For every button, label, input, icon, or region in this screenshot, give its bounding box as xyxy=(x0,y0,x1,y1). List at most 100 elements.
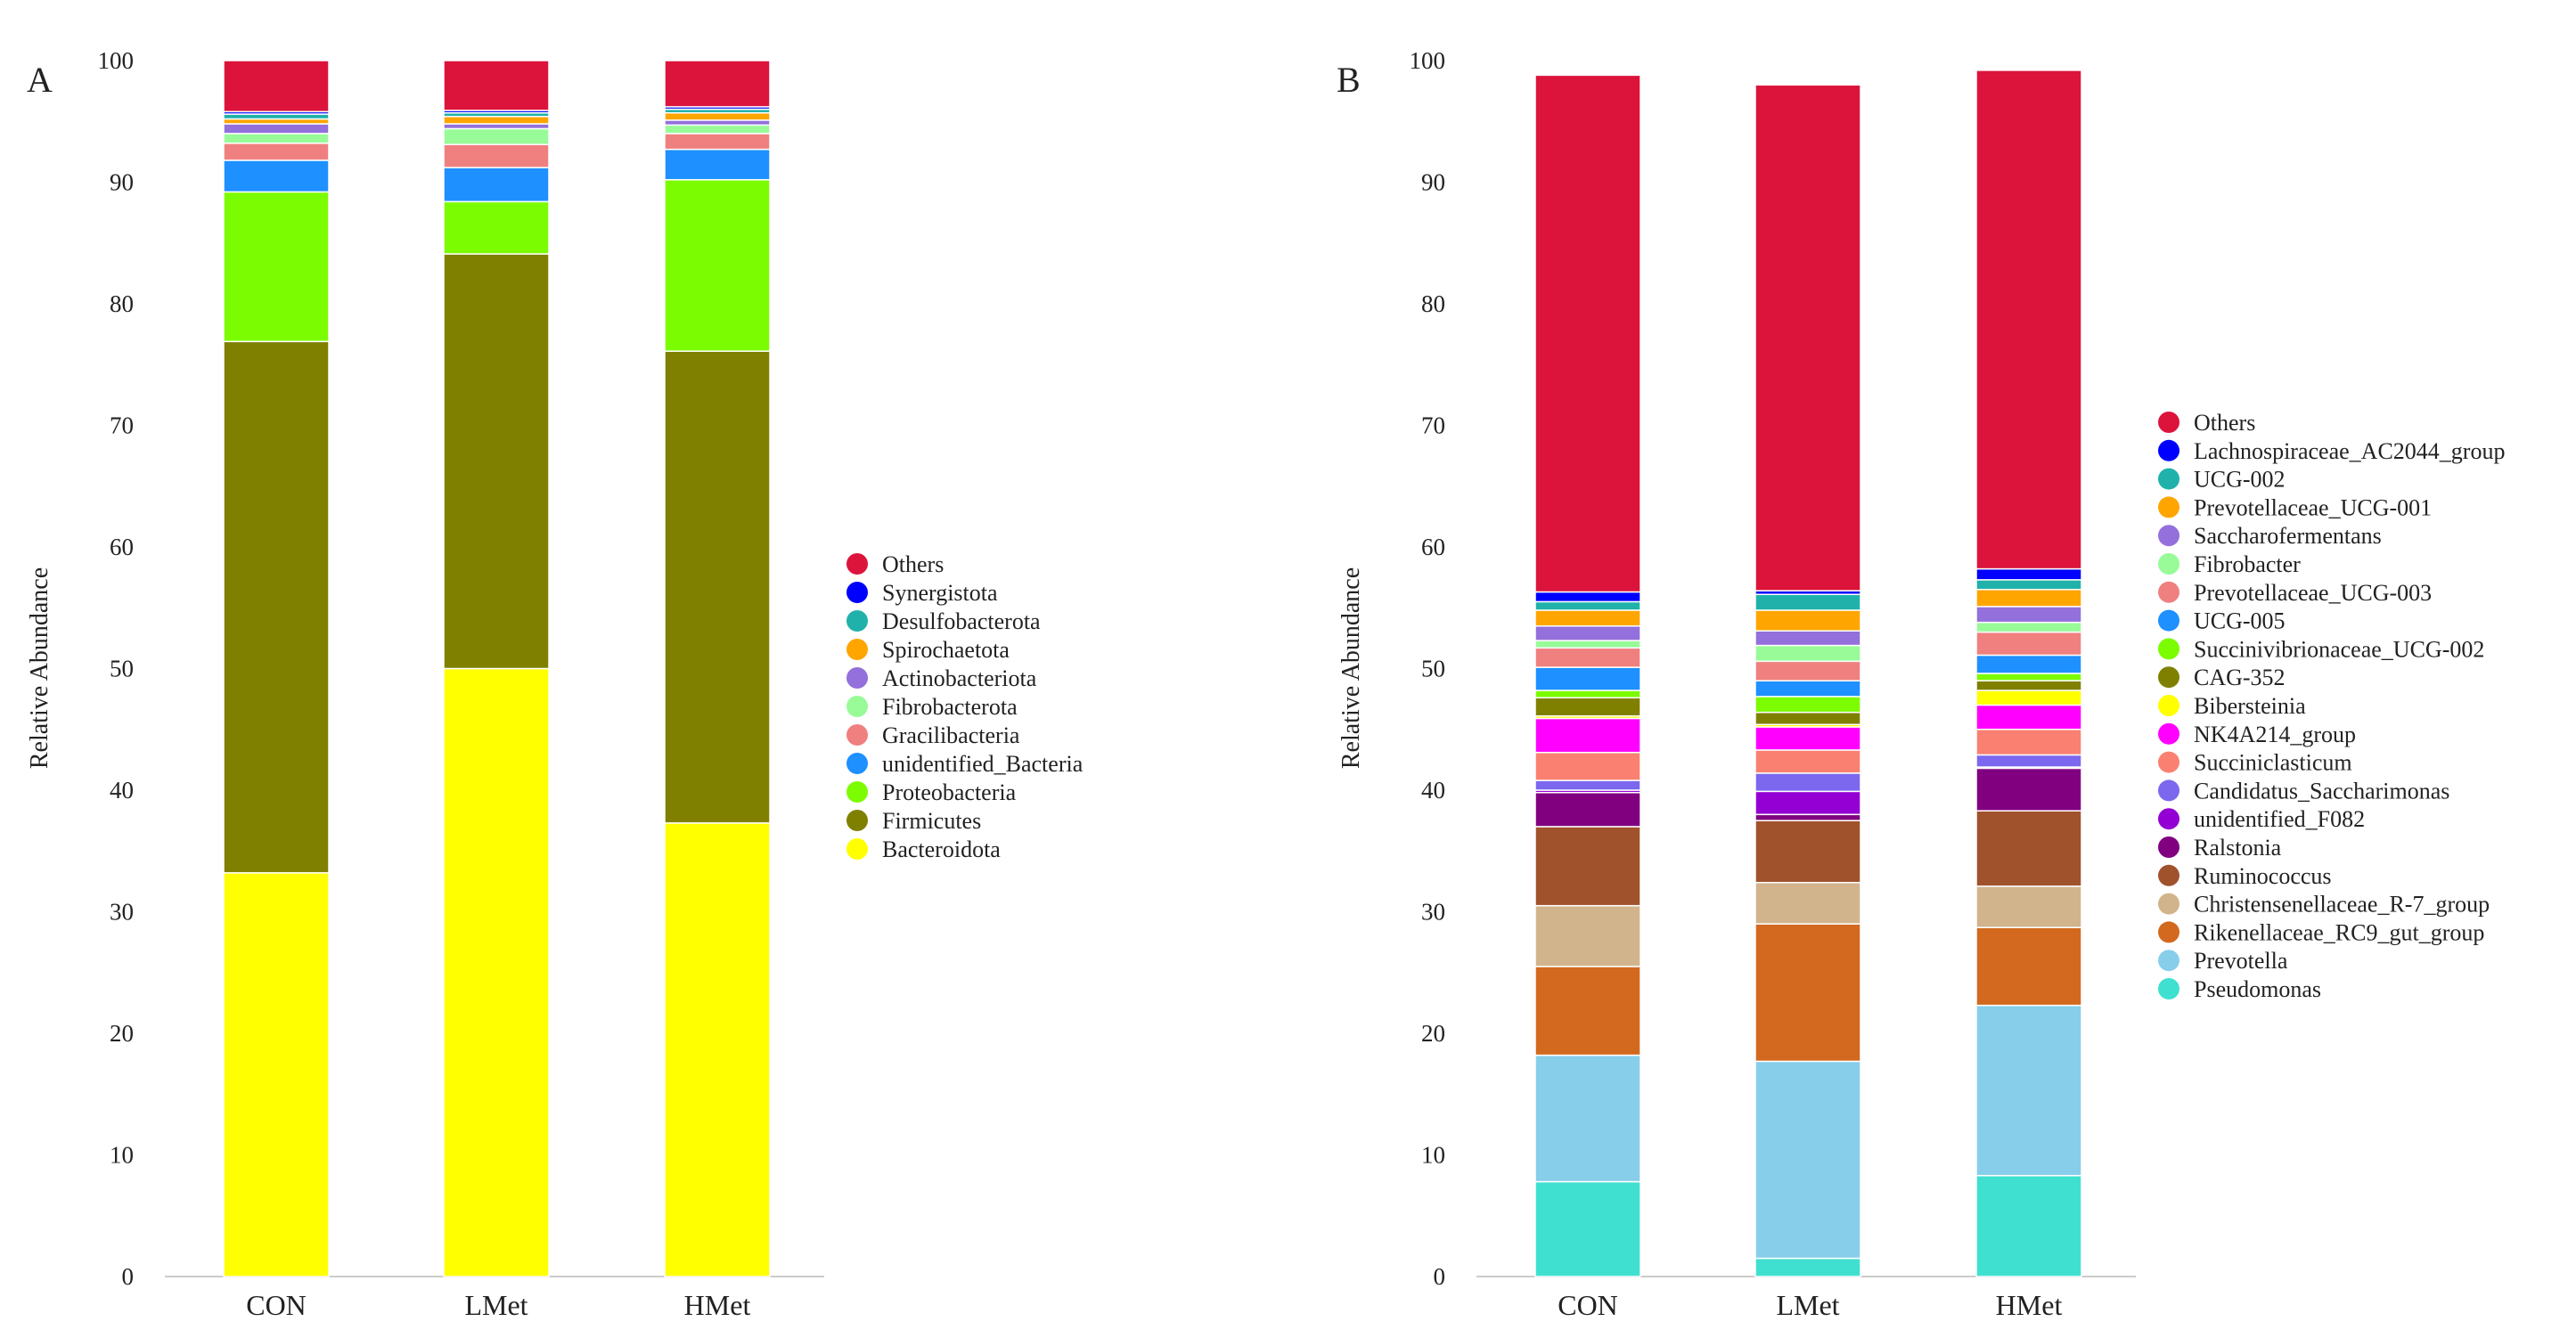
panel-b-legend-item-bibersteinia[interactable]: Bibersteinia xyxy=(2158,693,2306,719)
panel-a-legend-item-actinobacteriota[interactable]: Actinobacteriota xyxy=(846,665,1037,691)
panel-b-legend-item-succinivibrionaceae-ucg-002[interactable]: Succinivibrionaceae_UCG-002 xyxy=(2158,636,2484,662)
panel-b-legend-item-lachnospiraceae-ac2044-group[interactable]: Lachnospiraceae_AC2044_group xyxy=(2158,438,2505,464)
panel-a-bar-hmet-others xyxy=(664,60,771,108)
panel-b-legend-item-christensenellaceae-r-7-group[interactable]: Christensenellaceae_R-7_group xyxy=(2158,892,2490,918)
panel-b-y-tick-label: 20 xyxy=(1421,1020,1445,1047)
panel-b-legend-swatch xyxy=(2158,412,2179,433)
panel-b-y-tick-label: 60 xyxy=(1421,534,1445,560)
panel-a-bar-lmet-others xyxy=(443,60,550,111)
panel-a-legend-label: Others xyxy=(882,551,944,577)
panel-b-legend-item-ucg-005[interactable]: UCG-005 xyxy=(2158,608,2286,634)
panel-a-x-tick-label-lmet: LMet xyxy=(464,1289,527,1321)
panel-a-x-tick-label-hmet: HMet xyxy=(684,1289,751,1321)
panel-a-bar-hmet-unidentified-bacteria xyxy=(664,148,771,181)
panel-a-legend-swatch xyxy=(846,810,868,831)
panel-b-legend-item-ucg-002[interactable]: UCG-002 xyxy=(2158,467,2286,493)
panel-a-bar-hmet-firmicutes xyxy=(664,350,771,824)
panel-b-legend-swatch xyxy=(2158,921,2179,943)
panel-b-bar-lmet-ruminococcus xyxy=(1754,820,1861,884)
panel-b-legend-item-rikenellaceae-rc9-gut-group[interactable]: Rikenellaceae_RC9_gut_group xyxy=(2158,919,2484,945)
panel-b-bar-con-succinivibrionaceae-ucg-002 xyxy=(1534,689,1641,699)
panel-a-bar-con-unidentified-bacteria xyxy=(223,159,330,193)
panel-b-legend-item-candidatus-saccharimonas[interactable]: Candidatus_Saccharimonas xyxy=(2158,778,2449,804)
panel-b-legend-swatch xyxy=(2158,722,2179,745)
panel-b-legend-item-pseudomonas[interactable]: Pseudomonas xyxy=(2158,976,2321,1002)
panel-b-bar-lmet-cag-352 xyxy=(1754,711,1861,726)
panel-b-legend-item-others[interactable]: Others xyxy=(2158,410,2255,436)
panel-b-bar-con-rikenellaceae-rc9-gut-group xyxy=(1534,966,1641,1057)
panel-a-legend-item-synergistota[interactable]: Synergistota xyxy=(846,580,998,606)
panel-a-bar-hmet-actinobacteriota xyxy=(664,119,771,126)
panel-a-y-tick-label: 40 xyxy=(110,777,134,804)
panel-b-bar-hmet-saccharofermentans xyxy=(1975,606,2082,624)
panel-a-x-tick-labels: CON LMet HMet xyxy=(246,1289,750,1321)
panel-b-legend-label: Prevotella xyxy=(2194,948,2288,974)
panel-a-y-tick-label: 0 xyxy=(122,1263,135,1290)
panel-a-legend-item-firmicutes[interactable]: Firmicutes xyxy=(846,808,981,834)
panel-b-legend-label: UCG-005 xyxy=(2194,608,2286,634)
panel-a-bar-con-desulfobacterota xyxy=(223,113,330,120)
panel-b-bar-con-others xyxy=(1534,74,1641,593)
panel-b-legend-item-cag-352[interactable]: CAG-352 xyxy=(2158,665,2286,690)
panel-b-bar-con-nk4a214-group xyxy=(1534,717,1641,754)
panel-b-legend-swatch xyxy=(2158,695,2179,716)
panel-b-legend-item-prevotella[interactable]: Prevotella xyxy=(2158,948,2288,974)
panel-b-legend-item-succiniclasticum[interactable]: Succiniclasticum xyxy=(2158,750,2352,776)
panel-b-bar-lmet-candidatus-saccharimonas xyxy=(1754,772,1861,793)
panel-b-bar-con-candidatus-saccharimonas xyxy=(1534,779,1641,791)
panel-b-bar-lmet-succinivibrionaceae-ucg-002 xyxy=(1754,696,1861,714)
panel-b-legend-item-ralstonia[interactable]: Ralstonia xyxy=(2158,835,2282,861)
panel-b-legend-item-fibrobacter[interactable]: Fibrobacter xyxy=(2158,551,2301,577)
panel-b-x-tick-label-lmet: LMet xyxy=(1776,1289,1839,1321)
panel-b-bar-lmet-ucg-002 xyxy=(1754,593,1861,611)
panel-a-legend-swatch xyxy=(846,667,868,689)
panel-b-bar-hmet-succiniclasticum xyxy=(1975,729,2082,756)
panel-b-y-tick-label: 50 xyxy=(1421,656,1445,682)
panel-a-bar-hmet-fibrobacterota xyxy=(664,124,771,135)
panel-a-legend-label: Fibrobacterota xyxy=(882,694,1018,720)
panel-a-legend-label: Spirochaetota xyxy=(882,637,1010,663)
panel-b-legend-swatch xyxy=(2158,638,2179,660)
panel-a-legend-item-bacteroidota[interactable]: Bacteroidota xyxy=(846,836,1001,862)
panel-b-legend-label: Prevotellaceae_UCG-001 xyxy=(2194,494,2432,520)
panel-b-legend-label: Candidatus_Saccharimonas xyxy=(2194,778,2449,804)
panel-b-legend-item-prevotellaceae-ucg-003[interactable]: Prevotellaceae_UCG-003 xyxy=(2158,580,2432,606)
panel-b-legend-label: Others xyxy=(2194,410,2255,436)
panel-b-y-tick-label: 30 xyxy=(1421,899,1445,926)
panel-b-legend-swatch xyxy=(2158,609,2179,632)
panel-a-legend-swatch xyxy=(846,724,868,746)
panel-a-bar-con-actinobacteriota xyxy=(223,123,330,135)
panel-a-legend-item-desulfobacterota[interactable]: Desulfobacterota xyxy=(846,608,1041,634)
panel-a-bar-hmet-proteobacteria xyxy=(664,179,771,352)
panel-b-legend-swatch xyxy=(2158,553,2179,575)
panel-b-legend-item-saccharofermentans[interactable]: Saccharofermentans xyxy=(2158,523,2382,549)
panel-b-bar-hmet-ralstonia xyxy=(1975,767,2082,812)
panel-a-legend-item-unidentified-bacteria[interactable]: unidentified_Bacteria xyxy=(846,751,1084,777)
panel-b-legend-item-unidentified-f082[interactable]: unidentified_F082 xyxy=(2158,806,2365,832)
panel-b-legend-label: Fibrobacter xyxy=(2194,551,2301,577)
panel-b-bar-con-pseudomonas xyxy=(1534,1180,1641,1277)
panel-a-bar-con-gracilibacteria xyxy=(223,143,330,161)
panel-b-bar-lmet-ralstonia xyxy=(1754,813,1861,821)
panel-a-legend-item-others[interactable]: Others xyxy=(846,551,944,577)
panel-b-legend-item-nk4a214-group[interactable]: NK4A214_group xyxy=(2158,722,2356,747)
panel-a-legend-item-proteobacteria[interactable]: Proteobacteria xyxy=(846,779,1017,805)
panel-b-legend-label: Ralstonia xyxy=(2194,835,2282,861)
panel-b-bar-hmet-prevotellaceae-ucg-001 xyxy=(1975,589,2082,608)
panel-b-legend-swatch xyxy=(2158,950,2179,972)
panel-a-legend-item-gracilibacteria[interactable]: Gracilibacteria xyxy=(846,722,1020,748)
panel-b-legend-item-prevotellaceae-ucg-001[interactable]: Prevotellaceae_UCG-001 xyxy=(2158,494,2432,520)
panel-a-legend-label: Synergistota xyxy=(882,580,998,606)
panel-b-legend-label: Bibersteinia xyxy=(2194,693,2306,719)
panel-a-legend-item-spirochaetota[interactable]: Spirochaetota xyxy=(846,637,1010,663)
panel-b-legend-label: Prevotellaceae_UCG-003 xyxy=(2194,580,2432,606)
panel-b-bar-con-ucg-002 xyxy=(1534,600,1641,611)
panel-b-chart: B Relative Abundance 0 10 20 30 40 50 60 70 80 90… xyxy=(1337,47,2505,1321)
panel-b-bar-con-cag-352 xyxy=(1534,697,1641,717)
panel-a-legend-item-fibrobacterota[interactable]: Fibrobacterota xyxy=(846,694,1018,720)
panel-b-legend-item-ruminococcus[interactable]: Ruminococcus xyxy=(2158,863,2332,889)
panel-b-bar-con-saccharofermentans xyxy=(1534,624,1641,641)
panel-b-bar-lmet-pseudomonas xyxy=(1754,1257,1861,1277)
panel-b-legend-label: CAG-352 xyxy=(2194,665,2286,690)
